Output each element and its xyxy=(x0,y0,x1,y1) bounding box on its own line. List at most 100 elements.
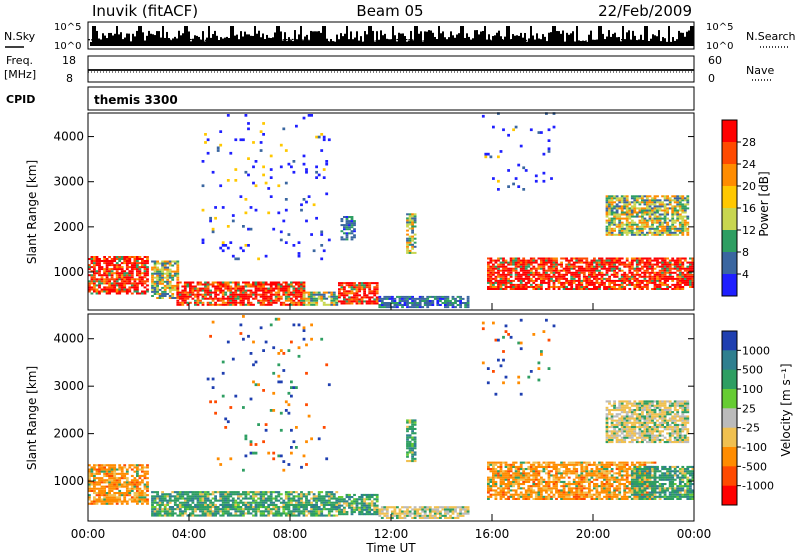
range-gate-cell xyxy=(532,286,536,288)
range-gate-cell xyxy=(133,481,137,484)
range-gate-cell xyxy=(300,287,303,290)
range-gate-cell xyxy=(103,489,106,492)
range-gate-cell xyxy=(143,256,147,258)
range-gate-cell xyxy=(151,268,154,271)
range-gate-cell xyxy=(620,227,624,230)
range-gate-cell xyxy=(317,508,321,511)
range-gate-cell xyxy=(95,498,99,501)
range-gate-cell xyxy=(120,280,124,283)
range-gate-cell xyxy=(444,506,447,509)
range-gate-cell xyxy=(666,261,669,264)
noise-bar xyxy=(550,32,552,46)
range-gate-cell xyxy=(216,510,220,513)
range-gate-cell xyxy=(350,290,354,293)
noise-bar xyxy=(452,35,454,46)
range-gate-cell xyxy=(691,267,695,270)
range-gate-cell xyxy=(183,297,187,300)
range-gate-cell xyxy=(108,274,111,277)
range-gate-cell xyxy=(231,497,235,500)
range-gate-cell xyxy=(668,219,672,222)
range-gate-cell xyxy=(88,290,91,293)
range-gate-cell xyxy=(401,295,404,298)
range-gate-cell xyxy=(317,293,321,296)
range-gate-cell xyxy=(199,289,202,292)
range-gate-cell xyxy=(166,286,170,289)
range-gate-cell xyxy=(143,262,147,265)
range-gate-cell xyxy=(522,257,526,260)
range-gate-cell xyxy=(259,149,263,152)
range-gate-cell xyxy=(648,201,652,204)
range-gate-cell xyxy=(264,497,268,500)
range-gate-cell xyxy=(267,506,271,509)
range-gate-cell xyxy=(610,227,614,230)
range-gate-cell xyxy=(610,261,614,264)
range-gate-cell xyxy=(648,259,652,262)
range-gate-cell xyxy=(163,508,167,511)
noise-bar xyxy=(560,33,562,46)
range-gate-cell xyxy=(277,499,281,502)
range-gate-cell xyxy=(128,272,132,275)
range-gate-cell xyxy=(120,483,124,486)
range-gate-cell xyxy=(368,493,372,496)
range-gate-cell xyxy=(527,263,531,266)
range-gate-cell xyxy=(282,501,286,504)
range-gate-cell xyxy=(274,512,278,515)
range-gate-cell xyxy=(413,508,417,511)
range-gate-cell xyxy=(123,256,127,258)
range-gate-cell xyxy=(277,285,281,288)
range-gate-cell xyxy=(113,256,117,258)
range-gate-cell xyxy=(370,502,374,505)
range-gate-cell xyxy=(224,503,228,506)
noise-right-tick-bottom: 10^0 xyxy=(706,41,733,52)
range-gate-cell xyxy=(231,295,235,298)
range-gate-cell xyxy=(411,423,414,426)
range-gate-cell xyxy=(156,491,159,494)
range-gate-cell xyxy=(108,496,111,499)
range-gate-cell xyxy=(423,512,427,515)
range-gate-cell xyxy=(136,282,139,285)
range-gate-cell xyxy=(279,143,283,147)
range-gate-cell xyxy=(199,283,202,286)
range-gate-cell xyxy=(307,195,311,198)
range-gate-cell xyxy=(322,506,326,509)
range-gate-cell xyxy=(646,261,649,264)
range-gate-cell xyxy=(638,211,642,214)
range-gate-cell xyxy=(209,303,212,306)
range-gate-cell xyxy=(312,497,316,500)
noise-bar xyxy=(444,37,446,46)
range-gate-cell xyxy=(451,297,455,300)
range-gate-cell xyxy=(156,495,159,498)
range-gate-cell xyxy=(418,304,422,306)
range-gate-cell xyxy=(110,472,114,475)
range-gate-cell xyxy=(646,263,649,266)
range-gate-cell xyxy=(423,297,427,300)
range-gate-cell xyxy=(115,483,119,486)
range-gate-cell xyxy=(176,301,180,304)
range-gate-cell xyxy=(136,284,139,287)
noise-bar xyxy=(270,38,272,46)
range-gate-cell xyxy=(449,506,452,509)
range-gate-cell xyxy=(302,506,306,509)
range-gate-cell xyxy=(156,510,159,513)
range-gate-cell xyxy=(603,281,606,284)
range-gate-cell xyxy=(322,168,326,171)
range-gate-cell xyxy=(183,291,187,294)
range-gate-cell xyxy=(494,265,498,268)
range-gate-cell xyxy=(426,516,430,519)
range-gate-cell xyxy=(433,512,437,515)
range-gate-cell xyxy=(199,506,202,509)
range-gate-cell xyxy=(411,295,414,298)
range-gate-cell xyxy=(686,203,690,206)
noise-bar xyxy=(386,38,388,46)
range-gate-cell xyxy=(656,217,659,220)
range-gate-cell xyxy=(272,281,276,284)
range-gate-cell xyxy=(191,510,195,513)
range-gate-cell xyxy=(454,516,457,519)
range-gate-cell xyxy=(95,468,99,471)
range-gate-cell xyxy=(648,219,652,222)
range-gate-cell xyxy=(130,500,134,503)
range-gate-cell xyxy=(224,303,228,306)
range-gate-cell xyxy=(317,291,321,294)
range-gate-cell xyxy=(166,278,170,281)
range-gate-cell xyxy=(269,291,273,294)
